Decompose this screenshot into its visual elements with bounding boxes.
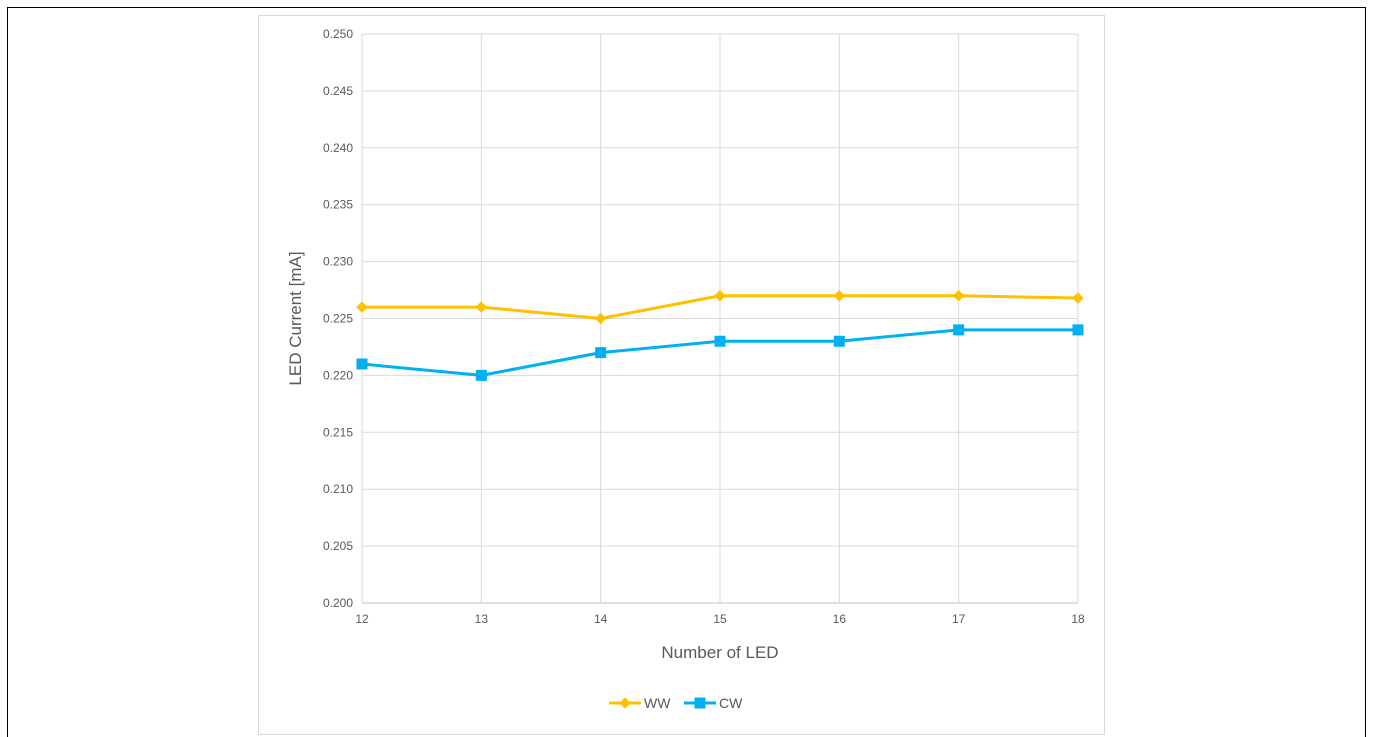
series-cw-point [833, 335, 845, 347]
y-tick-label: 0.235 [323, 198, 353, 212]
y-tick-label: 0.215 [323, 425, 353, 439]
series-group [356, 290, 1084, 381]
x-tick-label: 14 [594, 612, 608, 626]
legend-label-ww: WW [644, 695, 671, 711]
series-cw-point [714, 335, 726, 347]
series-ww-point [475, 301, 488, 313]
series-ww [356, 290, 1084, 325]
y-tick-label: 0.200 [323, 596, 353, 610]
y-tick-label: 0.240 [323, 141, 353, 155]
series-cw-point [475, 369, 487, 381]
legend-marker-ww [619, 697, 631, 709]
series-ww-point [833, 290, 846, 302]
y-tick-label: 0.205 [323, 539, 353, 553]
legend-marker-cw [694, 697, 706, 709]
y-tick-label: 0.250 [323, 27, 353, 41]
x-tick-label: 16 [833, 612, 847, 626]
x-tick-label: 18 [1071, 612, 1085, 626]
series-cw [356, 324, 1084, 381]
series-ww-point [1072, 292, 1084, 304]
series-cw-point [1072, 324, 1084, 336]
y-axis-title: LED Current [mA] [286, 251, 305, 385]
legend: WW CW [609, 695, 743, 711]
grid [361, 33, 1079, 604]
series-cw-point [953, 324, 965, 336]
x-tick-label: 15 [713, 612, 727, 626]
legend-item-cw: CW [684, 695, 743, 711]
chart-svg: 0.200 0.205 0.210 0.215 0.220 0.225 0.230 0.235… [286, 27, 1085, 711]
legend-label-cw: CW [719, 695, 743, 711]
y-tick-label: 0.210 [323, 482, 353, 496]
series-ww-point [714, 290, 726, 302]
y-axis-ticks: 0.200 0.205 0.210 0.215 0.220 0.225 0.230 0.235… [323, 27, 353, 610]
page-frame [7, 7, 1366, 737]
x-tick-label: 17 [952, 612, 966, 626]
x-tick-label: 12 [355, 612, 369, 626]
series-ww-point [356, 301, 368, 313]
y-tick-label: 0.230 [323, 255, 353, 269]
x-tick-label: 13 [475, 612, 489, 626]
series-ww-point [594, 312, 607, 325]
series-cw-point [356, 358, 368, 370]
y-tick-label: 0.225 [323, 312, 353, 326]
legend-item-ww: WW [609, 695, 671, 711]
series-ww-point [952, 290, 965, 302]
y-tick-label: 0.220 [323, 368, 353, 382]
line-chart: 0.200 0.205 0.210 0.215 0.220 0.225 0.230 0.235… [258, 15, 1105, 735]
x-axis-title: Number of LED [661, 643, 778, 662]
y-tick-label: 0.245 [323, 84, 353, 98]
x-axis-ticks: 12 13 14 15 16 17 18 [355, 612, 1085, 626]
series-cw-point [595, 347, 607, 359]
